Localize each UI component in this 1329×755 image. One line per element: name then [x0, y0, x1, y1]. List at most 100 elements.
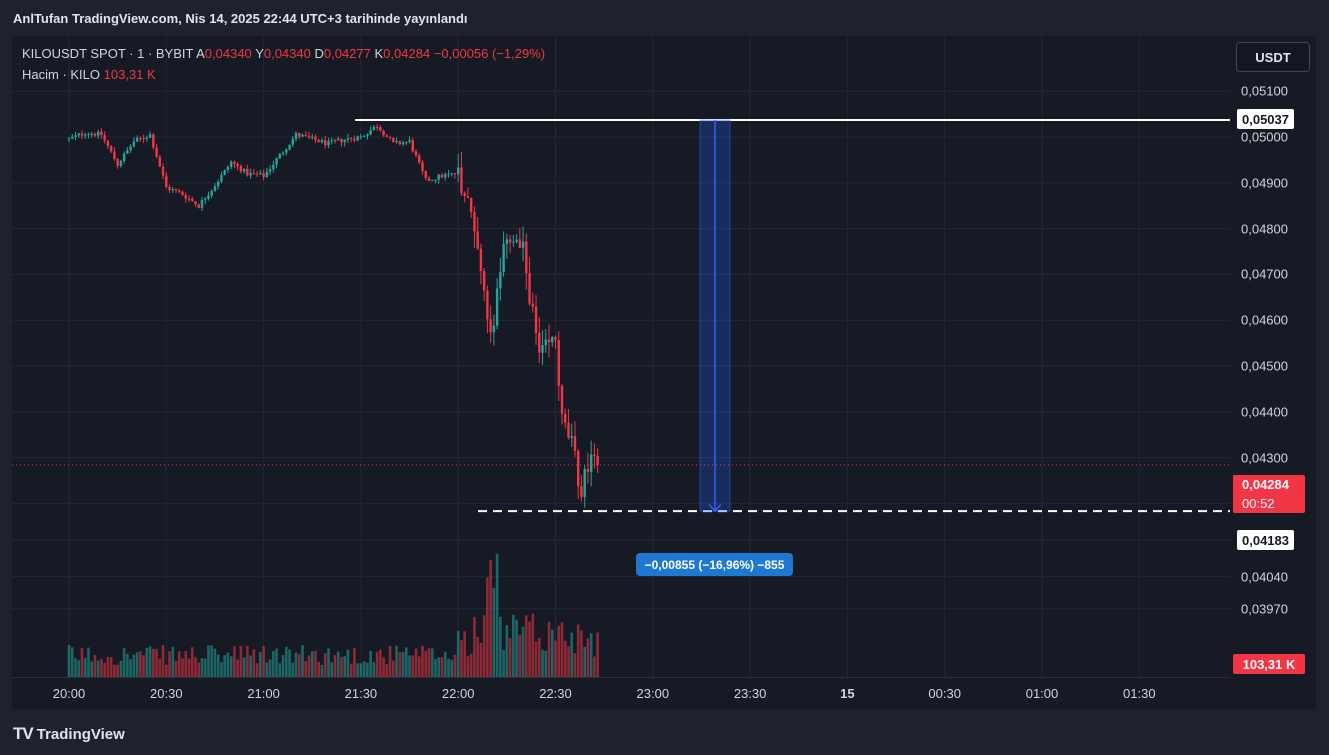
- volume-bar: [417, 656, 421, 677]
- time-tick: 01:00: [1025, 686, 1059, 701]
- time-tick: 23:00: [636, 686, 670, 701]
- candle-body: [421, 162, 424, 171]
- volume-bar: [586, 638, 590, 677]
- candle-body: [74, 135, 77, 137]
- change-value: −0,00056 (−1,29%): [433, 46, 546, 61]
- volume-bar: [424, 650, 428, 677]
- candle-body: [521, 241, 525, 248]
- volume-bar: [132, 654, 136, 677]
- candle-body: [275, 158, 278, 165]
- price-tick: 0,04700: [1241, 266, 1288, 282]
- volume-bar: [379, 649, 382, 677]
- candle-body: [388, 136, 392, 139]
- volume-bar: [200, 657, 204, 677]
- candle-body: [158, 156, 162, 167]
- candle-body: [109, 146, 113, 152]
- volume-bars: [67, 553, 599, 677]
- volume-bar: [307, 655, 311, 677]
- candle-body: [161, 166, 165, 176]
- volume-bar: [369, 650, 372, 677]
- volume-bar: [567, 646, 570, 677]
- currency-button[interactable]: USDT: [1236, 42, 1310, 72]
- time-axis[interactable]: 20:00 20:30 21:00 21:30 22:00 22:30 23:00 23:30…: [12, 677, 1230, 711]
- volume-bar: [187, 658, 191, 677]
- volume-bar: [126, 653, 129, 677]
- price-axis[interactable]: 0,05100 0,05000 0,04900 0,04800 0,04700 0,046…: [1230, 36, 1316, 677]
- volume-bar: [505, 625, 509, 677]
- volume-bar: [100, 658, 103, 677]
- candle-body: [239, 166, 243, 172]
- volume-bar: [317, 661, 321, 677]
- volume-bar: [362, 661, 366, 677]
- candle-body: [84, 134, 87, 136]
- volume-bar: [139, 651, 142, 677]
- symbol-legend[interactable]: KILOUSDT SPOT · 1 · BYBIT A0,04340 Y0,04…: [22, 46, 545, 61]
- tradingview-brand[interactable]: TV TradingView: [13, 724, 125, 744]
- volume-bar: [259, 651, 262, 677]
- candle-body: [392, 138, 395, 143]
- volume-bar: [492, 587, 496, 677]
- candle-body: [353, 139, 356, 141]
- volume-bar: [421, 645, 424, 677]
- volume-bar: [229, 656, 233, 677]
- volume-bar: [249, 655, 252, 677]
- volume-bar: [388, 646, 392, 677]
- candle-body: [210, 190, 213, 196]
- candle-body: [398, 141, 402, 145]
- volume-bar: [90, 661, 94, 677]
- candle-body: [307, 135, 311, 138]
- symbol-label: KILOUSDT SPOT · 1 · BYBIT: [22, 46, 194, 61]
- volume-bar: [129, 659, 132, 677]
- volume-bar: [434, 659, 437, 677]
- volume-bar: [583, 646, 586, 677]
- volume-bar: [323, 653, 327, 677]
- volume-bar: [174, 660, 178, 677]
- candle-body: [145, 137, 149, 139]
- measure-label[interactable]: −0,00855 (−16,96%) −855: [636, 553, 793, 576]
- volume-bar: [560, 622, 564, 677]
- price-tick: 0,04040: [1241, 569, 1288, 585]
- time-tick: 20:30: [150, 686, 183, 701]
- candle-body: [385, 135, 389, 137]
- candle-body: [268, 169, 272, 172]
- candle-body: [538, 332, 541, 353]
- candle-body: [311, 136, 314, 138]
- volume-bar: [285, 646, 288, 677]
- candle-body: [560, 385, 564, 414]
- volume-bar: [210, 645, 214, 677]
- candle-body: [525, 241, 528, 274]
- candle-body: [346, 138, 350, 140]
- volume-bar: [398, 652, 402, 677]
- volume-bar: [327, 648, 330, 677]
- time-tick: 22:30: [539, 686, 572, 701]
- volume-bar: [142, 655, 145, 677]
- volume-bar: [525, 615, 528, 677]
- volume-bar: [440, 657, 444, 677]
- candle-body: [531, 303, 534, 307]
- volume-bar: [346, 649, 350, 677]
- candle-body: [317, 140, 320, 143]
- candle-body: [129, 146, 132, 151]
- candle-body: [216, 181, 220, 187]
- candle-body: [281, 152, 285, 154]
- drawings: [12, 119, 1230, 513]
- candle-body: [596, 455, 599, 465]
- candle-body: [508, 239, 512, 243]
- candle-body: [213, 186, 217, 191]
- candle-body: [255, 173, 259, 175]
- volume-bar: [252, 649, 256, 677]
- candle-body: [249, 172, 252, 176]
- volume-bar: [521, 626, 525, 677]
- candle-body: [197, 204, 200, 208]
- volume-bar: [103, 662, 106, 677]
- time-tick: 20:00: [52, 686, 86, 701]
- chart-plot-area[interactable]: KILOUSDT SPOT · 1 · BYBIT A0,04340 Y0,04…: [12, 36, 1230, 677]
- volume-legend[interactable]: Hacim · KILO 103,31 K: [22, 67, 156, 82]
- volume-bar: [541, 649, 544, 677]
- candle-body: [223, 169, 226, 175]
- volume-bar: [203, 658, 207, 677]
- candle-body: [424, 170, 427, 178]
- candle-body: [577, 451, 580, 487]
- volume-bar: [596, 632, 599, 677]
- candle-body: [457, 167, 460, 175]
